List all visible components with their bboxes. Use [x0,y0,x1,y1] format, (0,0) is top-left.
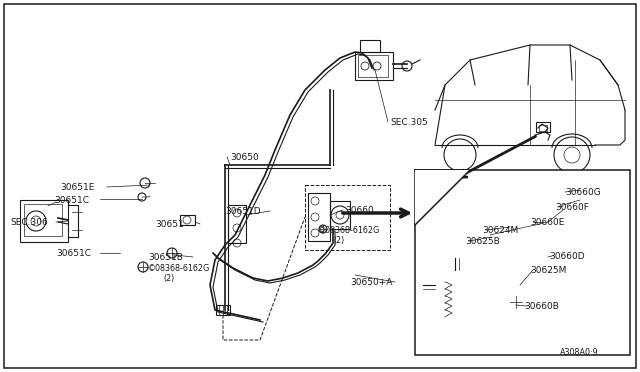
Text: 30660G: 30660G [565,188,601,197]
Text: 30651C: 30651C [54,196,89,205]
Bar [435,270,490,340]
Bar [20,200,68,242]
Text: SEC.305: SEC.305 [390,118,428,127]
Bar [415,170,630,355]
Bar [228,205,246,243]
Text: 30660: 30660 [345,206,374,215]
Text: 30650+A: 30650+A [350,278,392,287]
Text: 30660D: 30660D [549,252,584,261]
Bar [536,122,550,132]
Bar [360,40,380,52]
Text: 30660E: 30660E [530,218,564,227]
Text: 30651E: 30651E [60,183,94,192]
Text: 30651C: 30651C [56,249,91,258]
Text: 30651B: 30651B [148,253,183,262]
Bar [539,125,547,131]
Bar [308,193,330,241]
Text: 30660F: 30660F [555,203,589,212]
Bar [305,185,390,250]
Text: 30651: 30651 [155,220,184,229]
Text: 30624M: 30624M [482,226,518,235]
Bar [330,201,350,229]
Bar [216,305,230,315]
Bar [355,52,393,80]
Bar [492,225,507,245]
Text: 30650: 30650 [230,153,259,162]
Bar [358,55,388,77]
Text: A308A0·9: A308A0·9 [560,348,598,357]
Text: (2): (2) [333,236,344,245]
Polygon shape [415,170,470,225]
Bar [24,204,62,236]
Text: ©08368-6162G: ©08368-6162G [148,264,211,273]
Text: 30625M: 30625M [530,266,566,275]
Text: (2): (2) [163,274,174,283]
Text: ©08368-6162G: ©08368-6162G [318,226,380,235]
Bar [512,212,534,242]
Bar [580,185,610,235]
Bar [442,277,482,332]
Bar [180,215,195,225]
Text: SEC.306: SEC.306 [10,218,48,227]
Text: 30660B: 30660B [524,302,559,311]
Text: 30651D: 30651D [225,207,260,216]
Text: 30625B: 30625B [465,237,500,246]
